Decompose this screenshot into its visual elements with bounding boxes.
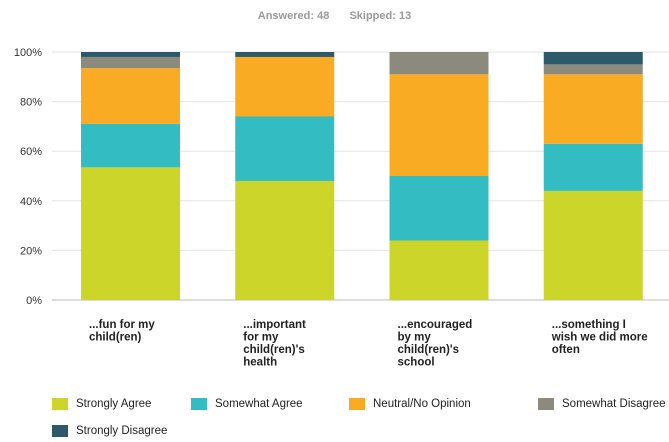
- bar-segment[interactable]: [235, 52, 335, 57]
- bar-segment[interactable]: [543, 74, 643, 144]
- y-tick-label: 20%: [20, 245, 42, 257]
- bar-segment[interactable]: [81, 52, 180, 57]
- x-category-label: often: [552, 344, 580, 356]
- bar-segment[interactable]: [81, 123, 180, 168]
- x-category-label: child(ren)'s: [398, 344, 460, 356]
- bar-segment[interactable]: [81, 68, 180, 124]
- legend-item[interactable]: Strongly Agree: [52, 398, 151, 410]
- x-category-label: ...fun for my: [89, 319, 155, 331]
- bar-segment[interactable]: [389, 74, 489, 176]
- stacked-bar-chart: 0%20%40%60%80%100% ...fun for mychild(re…: [14, 47, 669, 369]
- x-category-label: wish we did more: [551, 332, 648, 344]
- legend-item[interactable]: Strongly Disagree: [52, 425, 167, 437]
- bar-segment[interactable]: [389, 52, 489, 75]
- bar-segment[interactable]: [389, 240, 489, 300]
- bars: [81, 52, 643, 300]
- legend-swatch: [52, 425, 68, 437]
- x-category-label: ...encouraged: [398, 319, 473, 331]
- legend-swatch: [191, 398, 207, 410]
- bar-segment[interactable]: [81, 167, 180, 300]
- y-tick-label: 0%: [26, 295, 42, 307]
- legend-swatch: [52, 398, 68, 410]
- skipped-label: Skipped:: [349, 10, 396, 22]
- answered-label: Answered:: [257, 10, 315, 22]
- bar-segment[interactable]: [81, 56, 180, 69]
- legend-label: Strongly Agree: [76, 398, 152, 410]
- legend-swatch: [349, 398, 365, 410]
- x-category-label: child(ren): [89, 332, 142, 344]
- x-category-label: ...something I: [552, 319, 626, 331]
- bar-segment[interactable]: [389, 176, 489, 241]
- legend-swatch: [538, 398, 554, 410]
- bar-segment[interactable]: [543, 190, 643, 300]
- response-summary: Answered: 48 Skipped: 13: [0, 10, 669, 22]
- x-category-label: for my: [243, 332, 279, 344]
- bar-segment[interactable]: [235, 180, 335, 300]
- x-category-label: ...important: [243, 319, 306, 331]
- legend-item[interactable]: Neutral/No Opinion: [349, 398, 471, 410]
- legend-label: Neutral/No Opinion: [373, 398, 471, 410]
- legend-item[interactable]: Somewhat Agree: [191, 398, 303, 410]
- legend-label: Strongly Disagree: [76, 425, 168, 437]
- bar-segment[interactable]: [235, 116, 335, 181]
- skipped-count: 13: [398, 10, 412, 22]
- bar-segment[interactable]: [235, 56, 335, 117]
- x-category-label: health: [243, 357, 277, 369]
- y-tick-label: 80%: [20, 97, 42, 109]
- bar-segment[interactable]: [543, 52, 643, 65]
- x-category-label: school: [398, 357, 435, 369]
- x-category-label: by my: [398, 332, 432, 344]
- bar-segment[interactable]: [543, 64, 643, 75]
- legend-label: Somewhat Agree: [215, 398, 303, 410]
- y-tick-label: 60%: [20, 146, 42, 158]
- legend-label: Somewhat Disagree: [562, 398, 666, 410]
- bar-segment[interactable]: [543, 143, 643, 191]
- y-tick-label: 40%: [20, 196, 42, 208]
- answered-count: 48: [317, 10, 330, 22]
- y-tick-label: 100%: [14, 47, 42, 59]
- y-axis-ticks: 0% 20% 40% 60% 80% 100%: [14, 47, 42, 307]
- legend-item[interactable]: Somewhat Disagree: [538, 398, 666, 410]
- x-category-label: child(ren)'s: [243, 344, 305, 356]
